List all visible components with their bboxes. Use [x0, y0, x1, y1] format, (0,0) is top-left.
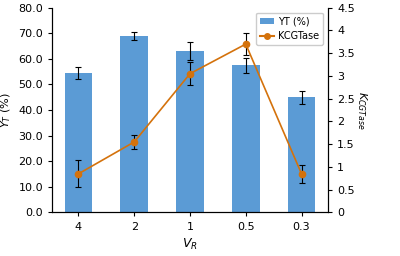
Y-axis label: $K_{CGTase}$: $K_{CGTase}$: [355, 91, 369, 130]
Legend: YT (%), KCGTase: YT (%), KCGTase: [256, 13, 323, 45]
Bar: [176, 51, 204, 212]
Bar: [64, 73, 92, 212]
Bar: [120, 36, 148, 212]
X-axis label: $V_R$: $V_R$: [182, 237, 198, 252]
Bar: [232, 65, 260, 212]
Y-axis label: $Y_T$ (%): $Y_T$ (%): [0, 92, 13, 128]
Bar: [288, 97, 316, 212]
